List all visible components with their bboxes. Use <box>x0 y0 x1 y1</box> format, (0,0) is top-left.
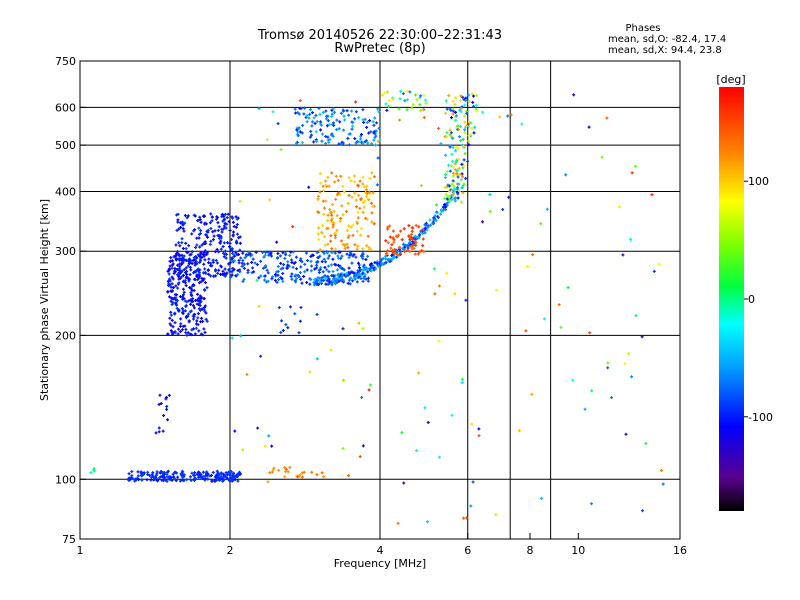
colorbar <box>719 87 744 511</box>
y-axis-ticks: 75 100 200 300 400 500 600 750 <box>55 55 86 546</box>
data-points <box>89 89 665 525</box>
y-tick-label: 300 <box>55 245 76 258</box>
grid-lines <box>80 61 680 539</box>
y-tick-label: 100 <box>55 473 76 486</box>
x-axis-ticks: 1 2 4 6 8 10 16 <box>77 533 687 557</box>
chart-title: Tromsø 20140526 22:30:00–22:31:43 <box>257 28 502 43</box>
chart-subtitle: RwPretec (8p) <box>334 41 425 56</box>
x-tick-label: 2 <box>227 544 234 557</box>
x-tick-label: 6 <box>464 544 471 557</box>
colorbar-tick-label: 100 <box>748 175 769 188</box>
x-axis-label: Frequency [MHz] <box>334 557 426 570</box>
stats-line-x: mean, sd,X: 94.4, 23.8 <box>608 45 722 56</box>
y-tick-label: 750 <box>55 55 76 68</box>
y-tick-label: 400 <box>55 185 76 198</box>
colorbar-ticks: 100 0 -100 <box>744 175 773 424</box>
colorbar-tick-label: 0 <box>748 293 755 306</box>
x-tick-label: 10 <box>571 544 585 557</box>
stats-heading: Phases <box>625 23 660 34</box>
x-tick-label: 4 <box>377 544 384 557</box>
y-tick-label: 75 <box>62 533 76 546</box>
stats-line-o: mean, sd,O: -82.4, 17.4 <box>608 34 726 45</box>
y-tick-label: 600 <box>55 101 76 114</box>
y-tick-label: 500 <box>55 139 76 152</box>
x-tick-label: 1 <box>77 544 84 557</box>
colorbar-tick-label: -100 <box>748 411 773 424</box>
x-tick-label: 16 <box>673 544 687 557</box>
colorbar-label: [deg] <box>716 73 745 86</box>
y-axis-label: Stationary phase Virtual Height [km] <box>38 199 51 401</box>
y-tick-label: 200 <box>55 329 76 342</box>
x-tick-label: 8 <box>527 544 534 557</box>
